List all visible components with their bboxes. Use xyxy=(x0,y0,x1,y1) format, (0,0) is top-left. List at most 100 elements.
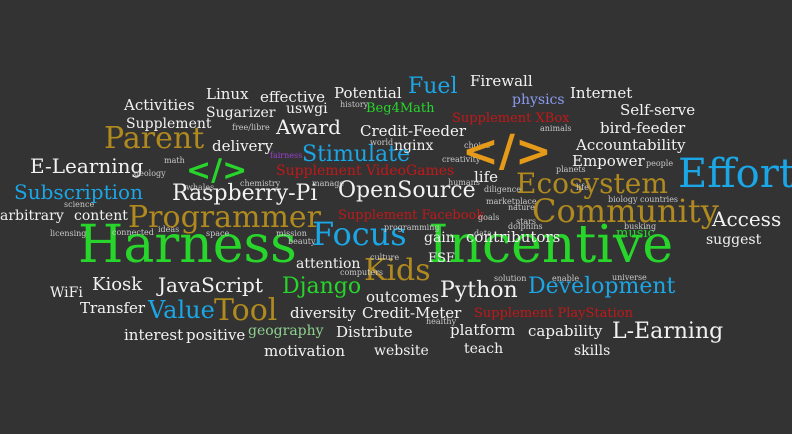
word-suggest: suggest xyxy=(706,232,762,248)
word-website: website xyxy=(374,343,429,359)
word-biology: biology xyxy=(608,195,638,204)
word-geography: geography xyxy=(248,323,324,339)
word-fairness: fairness xyxy=(270,151,302,160)
word-chemistry: chemistry xyxy=(240,179,281,188)
word-delivery: delivery xyxy=(212,137,274,155)
word-potential: Potential xyxy=(334,84,402,102)
word-supplement-facebook: Supplement Facebook xyxy=(338,208,484,223)
word-supplement-xbox: Supplement XBox xyxy=(452,111,570,126)
word-capability: capability xyxy=(528,322,603,340)
word-self-serve: Self-serve xyxy=(620,101,695,119)
word-nginx: nginx xyxy=(394,138,433,154)
word-supplement-videogames: Supplement VideoGames xyxy=(276,163,454,179)
word-dolphins: dolphins xyxy=(508,222,543,231)
word-access: Access xyxy=(711,207,781,231)
word-value: Value xyxy=(147,296,215,324)
word-opensource: OpenSource xyxy=(338,178,476,203)
word-supplement-playstation: Supplement PlayStation xyxy=(474,306,634,321)
word-humans: humans xyxy=(448,178,480,187)
word-creativity: creativity xyxy=(442,155,481,164)
word-harness: Harness xyxy=(78,215,297,275)
word-healthy: healthy xyxy=(426,317,457,326)
word-life: life xyxy=(576,183,589,192)
word-physics: physics xyxy=(512,92,565,108)
word-e-learning: E-Learning xyxy=(30,154,143,178)
word-parent: Parent xyxy=(104,121,204,156)
word-transfer: Transfer xyxy=(80,299,146,317)
word-activities: Activities xyxy=(123,96,195,114)
word-platform: platform xyxy=(450,321,515,339)
word-tool: Tool xyxy=(214,293,277,328)
word-award: Award xyxy=(275,115,341,139)
word-stars: stars xyxy=(516,217,536,226)
word-beauty: beauty xyxy=(288,237,316,246)
word-choice: choice xyxy=(464,141,490,150)
word-history: history xyxy=(340,100,369,109)
word-ideas: ideas xyxy=(158,225,179,234)
word-computers: computers xyxy=(340,268,383,277)
word-data: data xyxy=(474,229,492,238)
word-development: Development xyxy=(528,274,676,299)
word-animals: animals xyxy=(540,124,572,133)
word-outcomes: outcomes xyxy=(366,288,439,306)
word-programmer: Programmer xyxy=(128,200,322,235)
word-goals: goals xyxy=(478,213,499,222)
word-raspberry-pi: Raspberry-Pi xyxy=(172,181,317,206)
word-manage: manage xyxy=(312,179,344,188)
word-empower: Empower xyxy=(572,152,646,170)
word-community: Community xyxy=(532,192,719,230)
word-science: science xyxy=(64,200,95,209)
word-enable: enable xyxy=(552,274,579,283)
word-skills: skills xyxy=(574,343,610,359)
word-attention: attention xyxy=(296,256,360,272)
word-positive: positive xyxy=(186,326,245,344)
word-effort: Effort xyxy=(678,151,792,197)
word-diligence: diligence xyxy=(484,185,521,194)
word-firewall: Firewall xyxy=(470,72,533,90)
word-effective: effective xyxy=(260,88,325,106)
word-beg4math: Beg4Math xyxy=(366,101,435,116)
word-diversity: diversity xyxy=(290,304,356,322)
word-distribute: Distribute xyxy=(336,323,413,341)
word-gain: gain xyxy=(424,230,455,246)
word-kids: Kids xyxy=(364,253,431,288)
word-nature: nature xyxy=(508,203,535,212)
word-free-libre: free/libre xyxy=(232,123,270,132)
word-planets: planets xyxy=(556,165,586,174)
word-busking: busking xyxy=(624,222,656,231)
word-culture: culture xyxy=(370,253,399,262)
word-subscription: Subscription xyxy=(14,180,143,204)
word-arbitrary: arbitrary xyxy=(0,208,64,224)
word-stimulate: Stimulate xyxy=(302,142,410,167)
word-programming: programming xyxy=(384,223,439,232)
word-solution: solution xyxy=(494,274,526,283)
word-content: content xyxy=(74,208,128,224)
word-l-earning: L-Earning xyxy=(612,319,723,344)
word-contributors: contributors xyxy=(466,228,560,246)
word-django: Django xyxy=(282,274,361,299)
word-people: people xyxy=(646,159,673,168)
word-countries: countries xyxy=(640,195,678,204)
word-universe: universe xyxy=(612,273,647,282)
word-fuel: Fuel xyxy=(408,74,458,99)
word-connected: connected xyxy=(112,228,154,237)
word-supplement: Supplement xyxy=(126,116,212,132)
word-mission: mission xyxy=(276,229,307,238)
word-interest: interest xyxy=(124,326,183,344)
word-javascript: JavaScript xyxy=(156,273,263,297)
word-internet: Internet xyxy=(570,84,632,102)
word-whales: whales xyxy=(186,183,214,192)
word-licensing: licensing xyxy=(50,229,86,238)
word-wifi: WiFi xyxy=(50,285,83,301)
word-bird-feeder: bird-feeder xyxy=(600,119,686,137)
word-focus: Focus xyxy=(312,215,407,253)
word-world: world xyxy=(370,138,393,147)
word-teach: teach xyxy=(464,341,503,357)
word-space: space xyxy=(206,229,229,238)
word-sugarizer: Sugarizer xyxy=(206,105,276,121)
word-incentive: Incentive xyxy=(428,215,673,275)
word-ecosystem: Ecosystem xyxy=(516,167,668,200)
word-code-symbol: </> xyxy=(186,153,247,188)
word-motivation: motivation xyxy=(264,342,345,360)
